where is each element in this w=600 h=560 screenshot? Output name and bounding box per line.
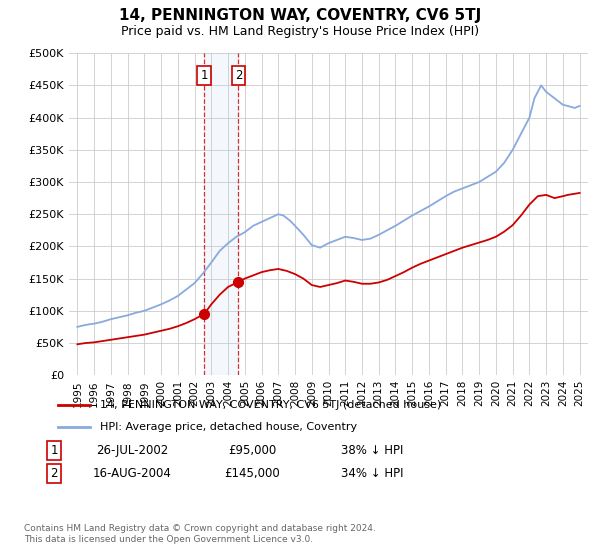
Text: 38% ↓ HPI: 38% ↓ HPI bbox=[341, 444, 403, 458]
Text: 1: 1 bbox=[50, 444, 58, 458]
Bar bbox=[204, 53, 238, 375]
Text: 34% ↓ HPI: 34% ↓ HPI bbox=[341, 466, 403, 480]
Text: Contains HM Land Registry data © Crown copyright and database right 2024.
This d: Contains HM Land Registry data © Crown c… bbox=[24, 524, 376, 544]
Text: £145,000: £145,000 bbox=[224, 466, 280, 480]
Text: 26-JUL-2002: 26-JUL-2002 bbox=[96, 444, 168, 458]
Text: 14, PENNINGTON WAY, COVENTRY, CV6 5TJ: 14, PENNINGTON WAY, COVENTRY, CV6 5TJ bbox=[119, 8, 481, 24]
Text: 2: 2 bbox=[235, 69, 242, 82]
Text: £95,000: £95,000 bbox=[228, 444, 276, 458]
Text: Price paid vs. HM Land Registry's House Price Index (HPI): Price paid vs. HM Land Registry's House … bbox=[121, 25, 479, 38]
Text: 1: 1 bbox=[200, 69, 208, 82]
Text: 16-AUG-2004: 16-AUG-2004 bbox=[92, 466, 172, 480]
Text: 2: 2 bbox=[50, 466, 58, 480]
Text: HPI: Average price, detached house, Coventry: HPI: Average price, detached house, Cove… bbox=[100, 422, 358, 432]
Text: 14, PENNINGTON WAY, COVENTRY, CV6 5TJ (detached house): 14, PENNINGTON WAY, COVENTRY, CV6 5TJ (d… bbox=[100, 400, 442, 410]
